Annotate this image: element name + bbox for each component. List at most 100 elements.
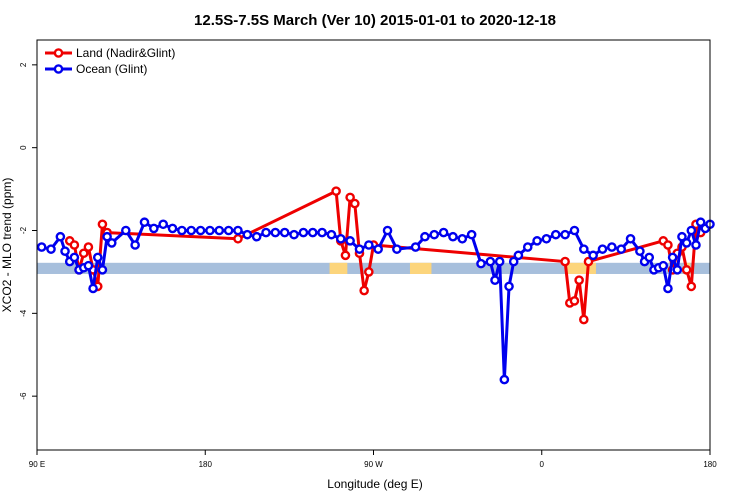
series-0-segment [689,222,698,288]
series-1-point [550,229,561,240]
series-1-point [55,231,66,242]
series-1-point [695,217,706,228]
y-tick-label: 2 [19,62,28,67]
series-1-point [298,227,309,238]
series-1-point [504,281,514,292]
legend-label-1: Ocean (Glint) [76,62,147,76]
series-1-point [644,252,655,263]
series-1-point [120,225,131,236]
series-1-point [177,225,187,236]
series-1-point [69,252,80,263]
series-1-point [382,225,393,236]
series-1-point [345,236,355,246]
series-1-point [494,256,505,267]
series-0-segment [586,239,665,264]
ocean-band [37,262,710,274]
y-tick-label: -2 [19,226,28,234]
series-0-point [350,198,360,209]
series-0-point [359,285,369,296]
series-1-point [97,265,108,275]
series-1-point [658,260,669,271]
series-0-point [569,296,580,306]
series-1-point [663,283,673,294]
series-1-point [560,229,570,240]
y-tick-label: -4 [19,309,28,317]
x-tick-label: 0 [540,460,545,469]
series-1-point [88,283,98,294]
series-0-point [663,240,673,250]
series-0-segment [343,195,352,257]
series-1-point [522,242,533,252]
series-1-point [373,244,383,254]
series-1-point [672,265,683,275]
series-0-point [583,256,594,267]
series-1-point [233,225,243,236]
series-1-segment [666,255,675,290]
series-1-point [106,238,117,248]
series-0-point [579,314,589,325]
series-1-point [476,258,486,269]
series-1-point [307,227,318,238]
series-1-point [448,231,458,242]
land-band-segment-0 [329,262,348,274]
legend-marker-0 [53,48,64,58]
series-1-point [569,225,580,236]
series-1-point [60,246,70,257]
series-0-segment [582,260,590,322]
series-1-point [223,225,234,236]
series-1-point [36,242,47,252]
land-band-segment-1 [409,262,432,274]
series-1-point [691,240,701,250]
series-1-point [242,229,253,240]
series-1-point [513,250,524,261]
series-0-point [69,240,80,250]
series-1-segment [675,235,684,272]
series-0-point [78,248,89,259]
series-0-point [83,242,94,252]
y-tick-label: -6 [19,392,28,400]
legend-label-0: Land (Nadir&Glint) [76,46,175,60]
series-1-point [167,223,178,234]
series-1-point [317,227,327,238]
series-1-point [686,225,697,236]
x-tick-label: 180 [199,460,213,469]
series-1-point [677,231,687,242]
series-1-point [579,244,589,254]
series-1-point [420,231,430,242]
series-0 [64,186,706,325]
series-1-point [289,229,299,240]
series-1-point [466,229,477,240]
series-1-point [429,229,440,240]
series-1-point [83,260,94,271]
series-1-point [335,233,346,244]
series-0-point [560,256,570,267]
series-1-point [149,223,159,234]
series-0-point [364,267,374,277]
series-0-point [340,250,351,261]
series-1-point [279,227,290,238]
series-0-segment [236,189,338,241]
series-1-point [270,227,281,238]
series-1-point [597,244,608,254]
series-1-point [354,244,365,254]
x-tick-label: 180 [703,460,717,469]
series-1-point [635,246,645,257]
series-0-point [574,275,584,286]
series-1-point [158,219,168,230]
series-1-point [130,240,140,250]
x-tick-label: 90 W [364,460,383,469]
series-1-segment [502,284,511,382]
x-axis: 90 E 180 90 W 0 180 [29,450,717,469]
series-0-segment [563,260,572,305]
series-1-point [490,275,500,286]
series-1-segment [91,255,100,290]
series-0-point [97,219,108,230]
series-1-point [195,225,206,236]
legend: Land (Nadir&Glint) Ocean (Glint) [45,46,175,76]
series-0-point [331,186,341,196]
series-layer [36,186,715,385]
series-0-point [686,281,697,292]
series-1-segment [470,233,483,266]
series-1 [36,217,715,385]
